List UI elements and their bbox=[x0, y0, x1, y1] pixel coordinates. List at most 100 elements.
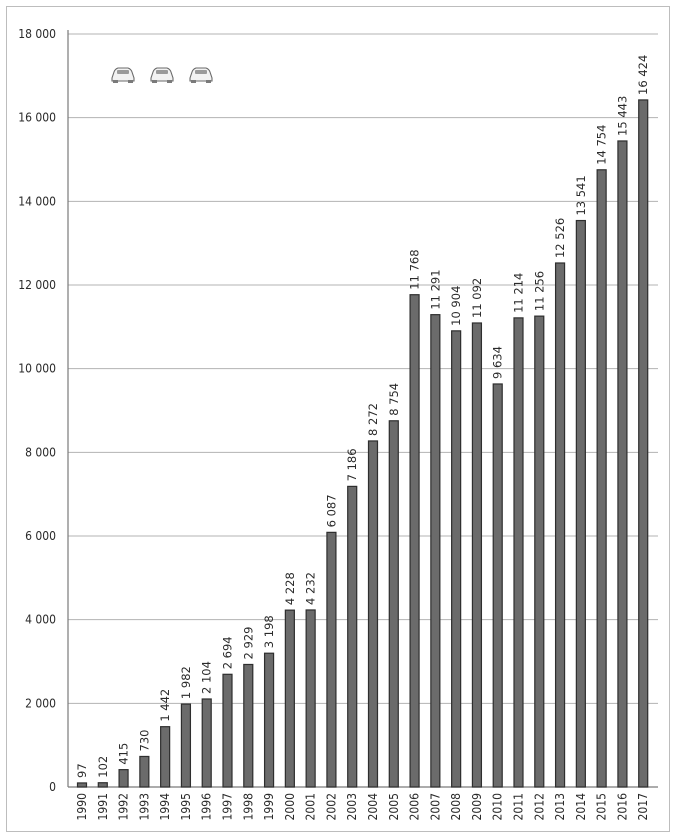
car-wheel bbox=[191, 80, 196, 83]
x-tick-label: 2009 bbox=[470, 793, 484, 821]
bar bbox=[76, 782, 88, 788]
car-body bbox=[189, 67, 213, 82]
bar bbox=[139, 755, 150, 788]
data-label: 415 bbox=[117, 743, 131, 765]
bar bbox=[284, 609, 295, 788]
x-tick-label: 2012 bbox=[532, 793, 546, 820]
x-tick-label: 1993 bbox=[137, 793, 151, 820]
x-tick-label: 2003 bbox=[345, 793, 359, 820]
y-tick-label: 12 000 bbox=[18, 278, 56, 292]
data-label: 97 bbox=[75, 763, 89, 778]
x-tick-label: 2002 bbox=[324, 793, 338, 820]
bar bbox=[534, 315, 545, 788]
bar bbox=[180, 703, 192, 788]
data-label: 9 634 bbox=[491, 346, 505, 379]
bar bbox=[243, 663, 254, 788]
car-wheel bbox=[113, 80, 118, 83]
x-tick-label: 2014 bbox=[574, 793, 588, 821]
bar bbox=[305, 609, 316, 788]
data-label: 11 256 bbox=[532, 271, 546, 311]
bar bbox=[554, 262, 566, 788]
bar bbox=[388, 420, 399, 788]
data-label: 1 442 bbox=[158, 689, 172, 722]
data-label: 11 291 bbox=[428, 269, 442, 309]
bar bbox=[118, 769, 129, 788]
data-label: 2 104 bbox=[200, 661, 214, 694]
x-tick-label: 2010 bbox=[491, 793, 505, 821]
bar bbox=[575, 219, 586, 788]
x-tick-label: 2004 bbox=[366, 793, 380, 821]
x-tick-label: 2016 bbox=[615, 793, 629, 821]
bar bbox=[596, 169, 607, 788]
data-label: 3 198 bbox=[262, 615, 276, 648]
data-label: 8 754 bbox=[387, 383, 401, 416]
car-body bbox=[111, 67, 135, 82]
car-icon bbox=[111, 67, 135, 83]
x-tick-label: 1992 bbox=[117, 793, 131, 820]
car-wheel bbox=[128, 80, 133, 83]
y-tick-label: 2 000 bbox=[25, 696, 56, 710]
bar bbox=[367, 440, 379, 788]
bar bbox=[201, 698, 212, 788]
y-tick-label: 14 000 bbox=[18, 194, 56, 208]
car-window bbox=[195, 70, 207, 74]
bar bbox=[222, 673, 233, 788]
bar bbox=[347, 485, 358, 788]
y-tick-label: 4 000 bbox=[25, 613, 56, 627]
x-tick-label: 1998 bbox=[241, 793, 255, 821]
data-label: 16 424 bbox=[636, 55, 650, 95]
data-label: 8 272 bbox=[366, 403, 380, 436]
bar bbox=[160, 726, 171, 788]
car-wheel bbox=[152, 80, 157, 83]
bar bbox=[513, 317, 524, 788]
x-tick-label: 1994 bbox=[158, 793, 172, 821]
car-window bbox=[117, 70, 129, 74]
x-tick-label: 2013 bbox=[553, 793, 567, 820]
data-label: 15 443 bbox=[615, 96, 629, 136]
car-wheel bbox=[167, 80, 172, 83]
data-label: 11 768 bbox=[408, 249, 422, 289]
y-tick-label: 0 bbox=[49, 780, 56, 794]
data-label: 12 526 bbox=[553, 218, 567, 258]
data-label: 7 186 bbox=[345, 448, 359, 481]
x-tick-label: 2007 bbox=[428, 793, 442, 820]
bar bbox=[451, 330, 462, 788]
y-tick-label: 8 000 bbox=[25, 445, 56, 459]
x-tick-label: 1995 bbox=[179, 793, 193, 820]
car-wheel bbox=[206, 80, 211, 83]
x-tick-label: 2017 bbox=[636, 793, 650, 820]
bar bbox=[638, 99, 649, 788]
y-tick-label: 18 000 bbox=[18, 27, 56, 41]
data-label: 2 694 bbox=[221, 636, 235, 669]
car-icon bbox=[189, 67, 213, 83]
bar bbox=[326, 531, 337, 788]
data-label: 10 904 bbox=[449, 286, 463, 326]
data-label: 14 754 bbox=[595, 125, 609, 165]
y-tick-label: 10 000 bbox=[18, 362, 56, 376]
car-body bbox=[150, 67, 174, 82]
data-label: 13 541 bbox=[574, 175, 588, 215]
x-tick-label: 2015 bbox=[595, 793, 609, 820]
x-tick-label: 1990 bbox=[75, 793, 89, 821]
x-tick-label: 2000 bbox=[283, 793, 297, 821]
x-tick-label: 2005 bbox=[387, 793, 401, 820]
data-label: 6 087 bbox=[324, 494, 338, 527]
x-tick-label: 1997 bbox=[221, 793, 235, 820]
bar bbox=[263, 652, 275, 788]
bar bbox=[492, 383, 503, 788]
bar bbox=[617, 140, 628, 788]
data-label: 730 bbox=[137, 730, 151, 752]
x-tick-label: 2011 bbox=[512, 793, 526, 820]
data-label: 102 bbox=[96, 756, 110, 778]
bar bbox=[430, 314, 441, 788]
car-icon bbox=[150, 67, 174, 83]
x-tick-label: 2008 bbox=[449, 793, 463, 821]
car-window bbox=[156, 70, 168, 74]
y-tick-label: 6 000 bbox=[25, 529, 56, 543]
y-tick-label: 16 000 bbox=[18, 111, 56, 125]
bar bbox=[97, 782, 108, 788]
x-tick-label: 2001 bbox=[304, 793, 318, 820]
bar bbox=[471, 322, 483, 788]
x-tick-label: 2006 bbox=[408, 793, 422, 821]
